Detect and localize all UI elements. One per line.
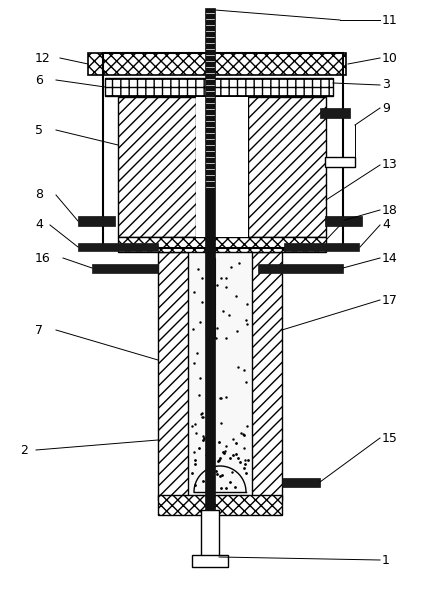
Bar	[78, 216, 115, 226]
Bar	[252, 252, 282, 500]
Bar	[118, 97, 196, 237]
Text: 12: 12	[35, 52, 51, 65]
Bar	[248, 97, 326, 237]
Bar	[158, 252, 188, 500]
Bar	[282, 478, 320, 487]
Bar	[325, 157, 355, 167]
Bar	[92, 264, 158, 273]
Text: 5: 5	[35, 123, 43, 137]
Bar	[196, 97, 248, 237]
Bar	[103, 53, 343, 248]
Text: 4: 4	[382, 219, 390, 231]
Text: 9: 9	[382, 101, 390, 114]
Text: 2: 2	[20, 443, 28, 456]
Text: 11: 11	[382, 14, 398, 26]
Bar	[188, 252, 252, 495]
Text: 3: 3	[382, 78, 390, 92]
Bar	[258, 264, 343, 273]
Text: 7: 7	[35, 323, 43, 337]
Text: 16: 16	[35, 252, 51, 265]
Bar	[88, 53, 346, 75]
Bar	[320, 108, 350, 118]
Bar	[206, 258, 215, 338]
Text: 14: 14	[382, 252, 398, 265]
Text: 15: 15	[382, 431, 398, 444]
Text: 4: 4	[35, 219, 43, 231]
Bar	[201, 510, 219, 560]
Text: 17: 17	[382, 294, 398, 307]
Text: 10: 10	[382, 52, 398, 65]
Text: 6: 6	[35, 74, 43, 86]
Text: 1: 1	[382, 553, 390, 567]
Bar	[325, 216, 362, 226]
Bar	[192, 555, 228, 567]
Bar	[158, 495, 282, 515]
Bar	[105, 78, 333, 96]
Bar	[205, 8, 215, 510]
Bar	[118, 237, 326, 252]
Text: 18: 18	[382, 204, 398, 216]
Bar	[284, 243, 359, 251]
Text: 13: 13	[382, 159, 398, 171]
Bar	[78, 243, 158, 251]
Text: 8: 8	[35, 189, 43, 201]
